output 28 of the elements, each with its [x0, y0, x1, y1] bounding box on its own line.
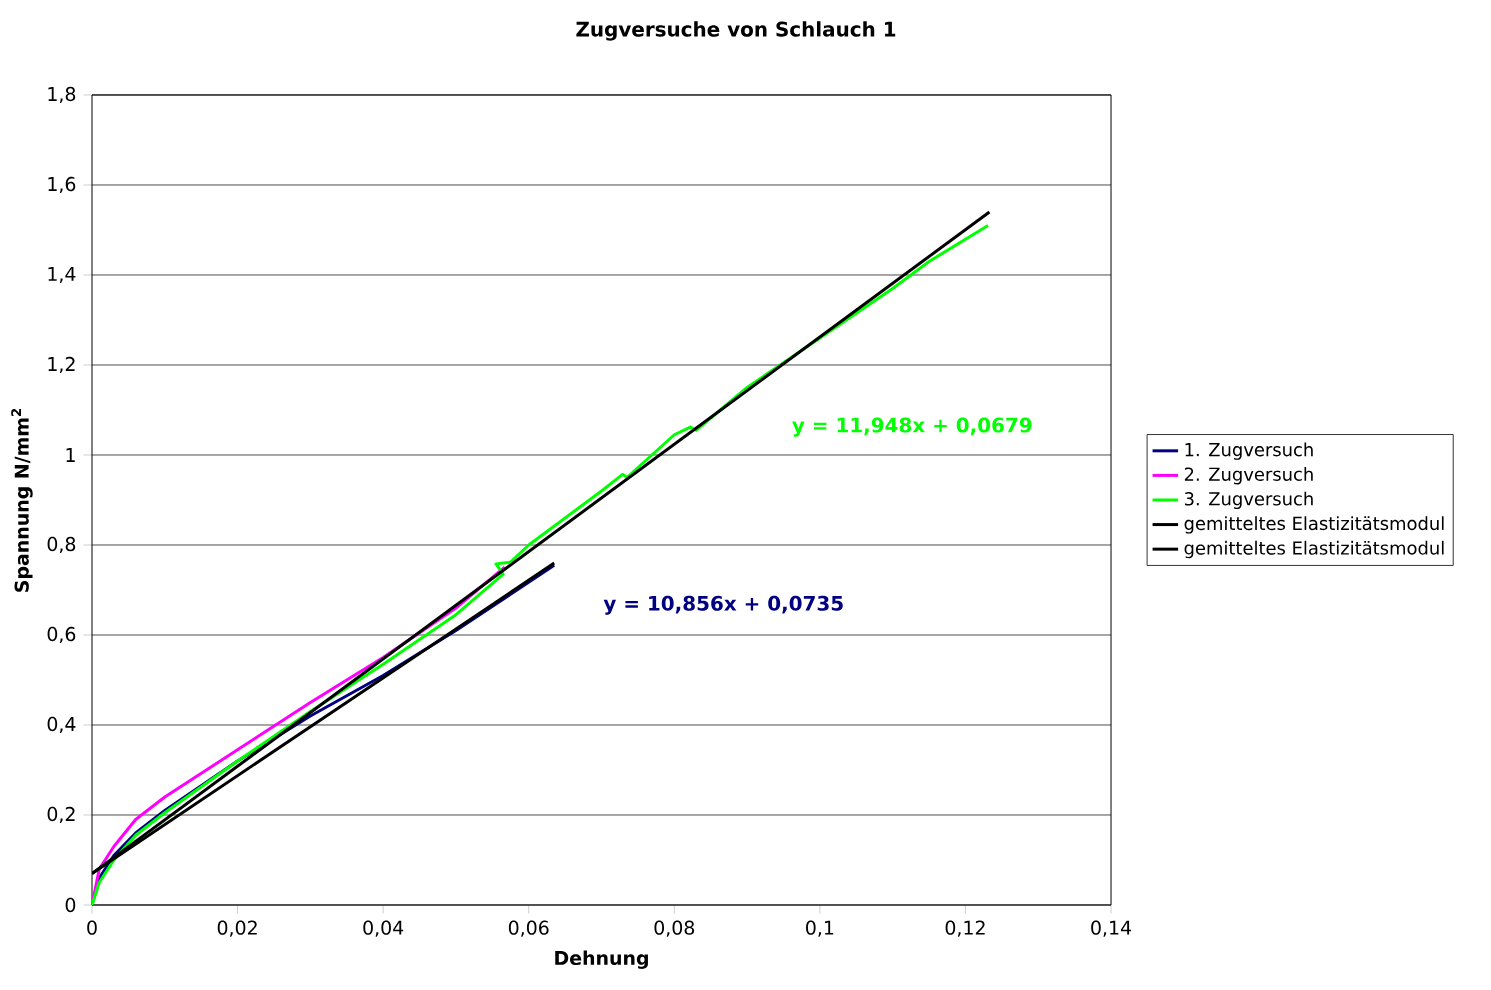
- x-axis-title: Dehnung: [555, 950, 648, 969]
- y-tick-label: 1,8: [48, 86, 76, 104]
- y-tick-label: 0,8: [47, 536, 76, 554]
- x-tick-label: 0,12: [945, 920, 985, 937]
- legend-label: 2. Zugversuch: [1184, 467, 1313, 485]
- y-tick-label: 0,6: [47, 626, 76, 644]
- y-tick-label: 1,4: [48, 266, 76, 283]
- annotation: y = 11,948x + 0,0679: [792, 417, 1032, 437]
- legend-label: 1. Zugversuch: [1185, 442, 1313, 460]
- x-tick-label: 0,14: [1091, 920, 1132, 937]
- annotation: y = 10,856x + 0,0735: [603, 595, 843, 615]
- legend-label: 3. Zugversuch: [1184, 491, 1313, 510]
- x-tick-label: 0,06: [508, 920, 549, 937]
- x-tick-label: 0: [87, 920, 97, 935]
- x-tick-label: 0,04: [363, 920, 404, 937]
- y-tick-label: 1,6: [48, 176, 76, 194]
- x-tick-label: 0,1: [806, 920, 834, 937]
- chart-title: Zugversuche von Schlauch 1: [576, 21, 896, 41]
- y-tick-label: 1: [66, 448, 75, 462]
- y-tick-label: 0: [65, 897, 76, 913]
- x-tick-label: 0,02: [217, 920, 257, 937]
- y-tick-label: 0,4: [47, 716, 76, 734]
- y-tick-label: 1,2: [48, 356, 75, 374]
- legend-label: gemitteltes Elastizitätsmodul: [1184, 516, 1444, 534]
- x-tick-label: 0,08: [654, 920, 695, 937]
- y-tick-label: 0,2: [47, 806, 75, 824]
- y-axis-title: Spannung N/mm$^{2}$: [11, 408, 33, 592]
- legend-label: gemitteltes Elastizitätsmodul: [1184, 540, 1444, 559]
